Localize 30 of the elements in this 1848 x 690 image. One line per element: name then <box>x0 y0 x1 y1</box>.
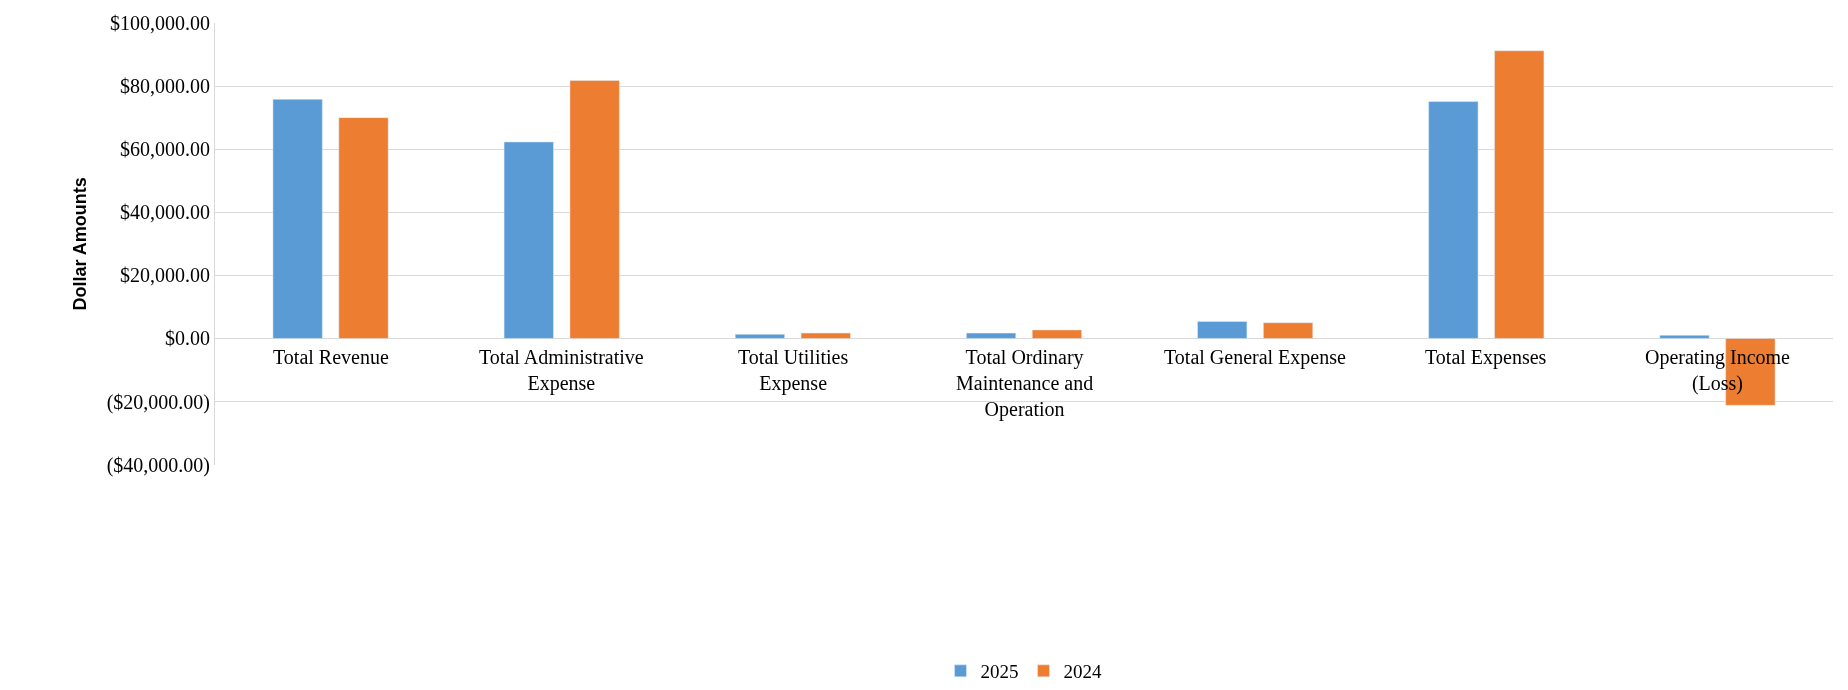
y-tick-label: $0.00 <box>165 327 210 350</box>
bar <box>1494 50 1545 339</box>
y-tick-label: $100,000.00 <box>110 12 210 34</box>
bar <box>966 332 1017 339</box>
legend-label: 2025 <box>980 661 1019 683</box>
x-tick-label: Total Ordinary Maintenance and Operation <box>956 346 1094 421</box>
bar <box>1428 101 1479 339</box>
bar <box>272 99 323 339</box>
y-tick-label: $40,000.00 <box>120 201 210 224</box>
bar <box>1197 321 1248 339</box>
y-tick-label: ($20,000.00) <box>106 390 210 414</box>
x-tick-label: Total Administrative Expense <box>479 346 644 395</box>
x-tick-label: Total General Expense <box>1164 346 1346 369</box>
legend-label: 2024 <box>1063 661 1102 683</box>
bar <box>503 141 554 339</box>
bar <box>1659 335 1710 339</box>
x-tick-label: Total Revenue <box>273 346 389 368</box>
bar <box>734 334 785 339</box>
bar <box>800 332 851 339</box>
y-axis-title: Dollar Amounts <box>69 177 90 311</box>
bar <box>338 117 389 339</box>
y-tick-label: $80,000.00 <box>120 75 210 98</box>
x-tick-label: Total Expenses <box>1425 346 1547 369</box>
y-tick-label: $20,000.00 <box>120 264 210 287</box>
bar <box>1263 322 1314 339</box>
bar <box>569 80 620 339</box>
y-tick-label: $60,000.00 <box>120 138 210 161</box>
y-tick-label: ($40,000.00) <box>106 453 210 477</box>
bar <box>1031 329 1082 339</box>
x-tick-label: Total Utilities Expense <box>738 346 849 395</box>
